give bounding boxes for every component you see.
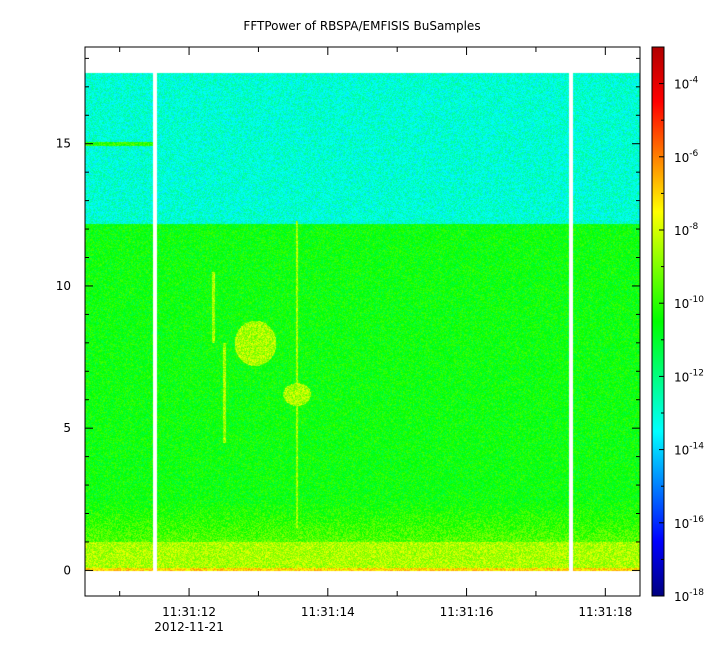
colorbar-gradient bbox=[651, 46, 665, 597]
y-tick-label: 10 bbox=[56, 279, 71, 293]
y-axis: 0 5 10 15 bbox=[56, 57, 640, 577]
colorbar-tick-label: 10-6 bbox=[674, 149, 699, 165]
colorbar-tick-label: 10-12 bbox=[674, 368, 704, 384]
colorbar-tick-label: 10-14 bbox=[674, 442, 704, 458]
colorbar-tick-label: 10-16 bbox=[674, 515, 704, 531]
y-tick-label: 5 bbox=[63, 421, 71, 435]
colorbar-tick-label: 10-18 bbox=[674, 588, 704, 604]
y-tick-label: 0 bbox=[63, 563, 71, 577]
colorbar-tick-label: 10-10 bbox=[674, 295, 704, 311]
spectrogram-heatmap bbox=[85, 47, 640, 596]
x-tick-label: 11:31:12 bbox=[162, 605, 216, 619]
x-tick-label: 11:31:18 bbox=[578, 605, 632, 619]
colorbar-tick-label: 10-8 bbox=[674, 222, 699, 238]
y-tick-label: 15 bbox=[56, 137, 71, 151]
colorbar: 10-4 10-6 10-8 10-10 10-12 10-14 10-16 10-18 bbox=[651, 46, 704, 604]
plot-frame bbox=[84, 46, 641, 597]
x-tick-label: 11:31:14 bbox=[301, 605, 355, 619]
colorbar-tick-label: 10-4 bbox=[674, 76, 699, 92]
x-tick-date-label: 2012-11-21 bbox=[154, 620, 224, 634]
spectrogram-image bbox=[85, 47, 640, 596]
x-tick-label: 11:31:16 bbox=[440, 605, 494, 619]
chart-title: FFTPower of RBSPA/EMFISIS BuSamples bbox=[243, 19, 480, 33]
